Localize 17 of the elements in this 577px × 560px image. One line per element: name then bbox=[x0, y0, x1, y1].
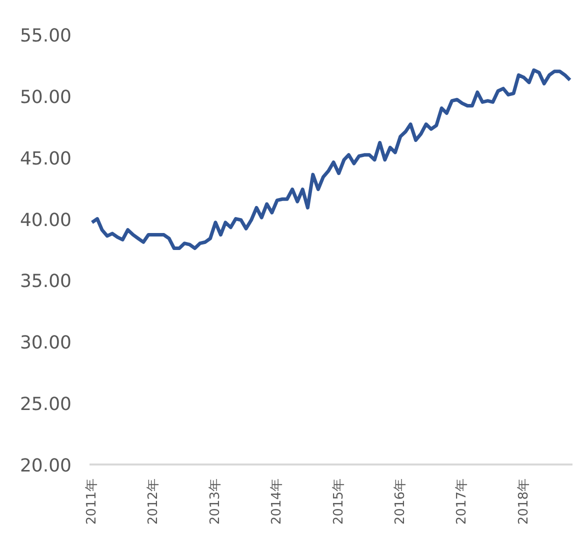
y-tick-label: 55.00 bbox=[20, 26, 72, 46]
x-tick-label: 2018年 bbox=[516, 478, 532, 525]
line-series bbox=[90, 68, 572, 250]
y-tick-label: 45.00 bbox=[20, 148, 72, 170]
x-tick-label: 2017年 bbox=[454, 478, 470, 525]
y-tick-label: 30.00 bbox=[20, 332, 72, 354]
x-tick-label: 2014年 bbox=[270, 478, 285, 525]
x-tick-label: 2011年 bbox=[84, 478, 100, 525]
y-tick-label: 50.00 bbox=[20, 86, 72, 108]
y-tick-label: 20.00 bbox=[20, 456, 72, 476]
y-tick-label: 40.00 bbox=[20, 210, 72, 231]
x-tick-label: 2012年 bbox=[146, 478, 162, 525]
x-tick-label: 2015年 bbox=[331, 478, 346, 525]
y-tick-label: 25.00 bbox=[20, 394, 72, 416]
y-tick-label: 35.00 bbox=[20, 271, 72, 292]
x-tick-label: 2016年 bbox=[392, 478, 408, 525]
x-tick-label: 2013年 bbox=[208, 478, 223, 525]
